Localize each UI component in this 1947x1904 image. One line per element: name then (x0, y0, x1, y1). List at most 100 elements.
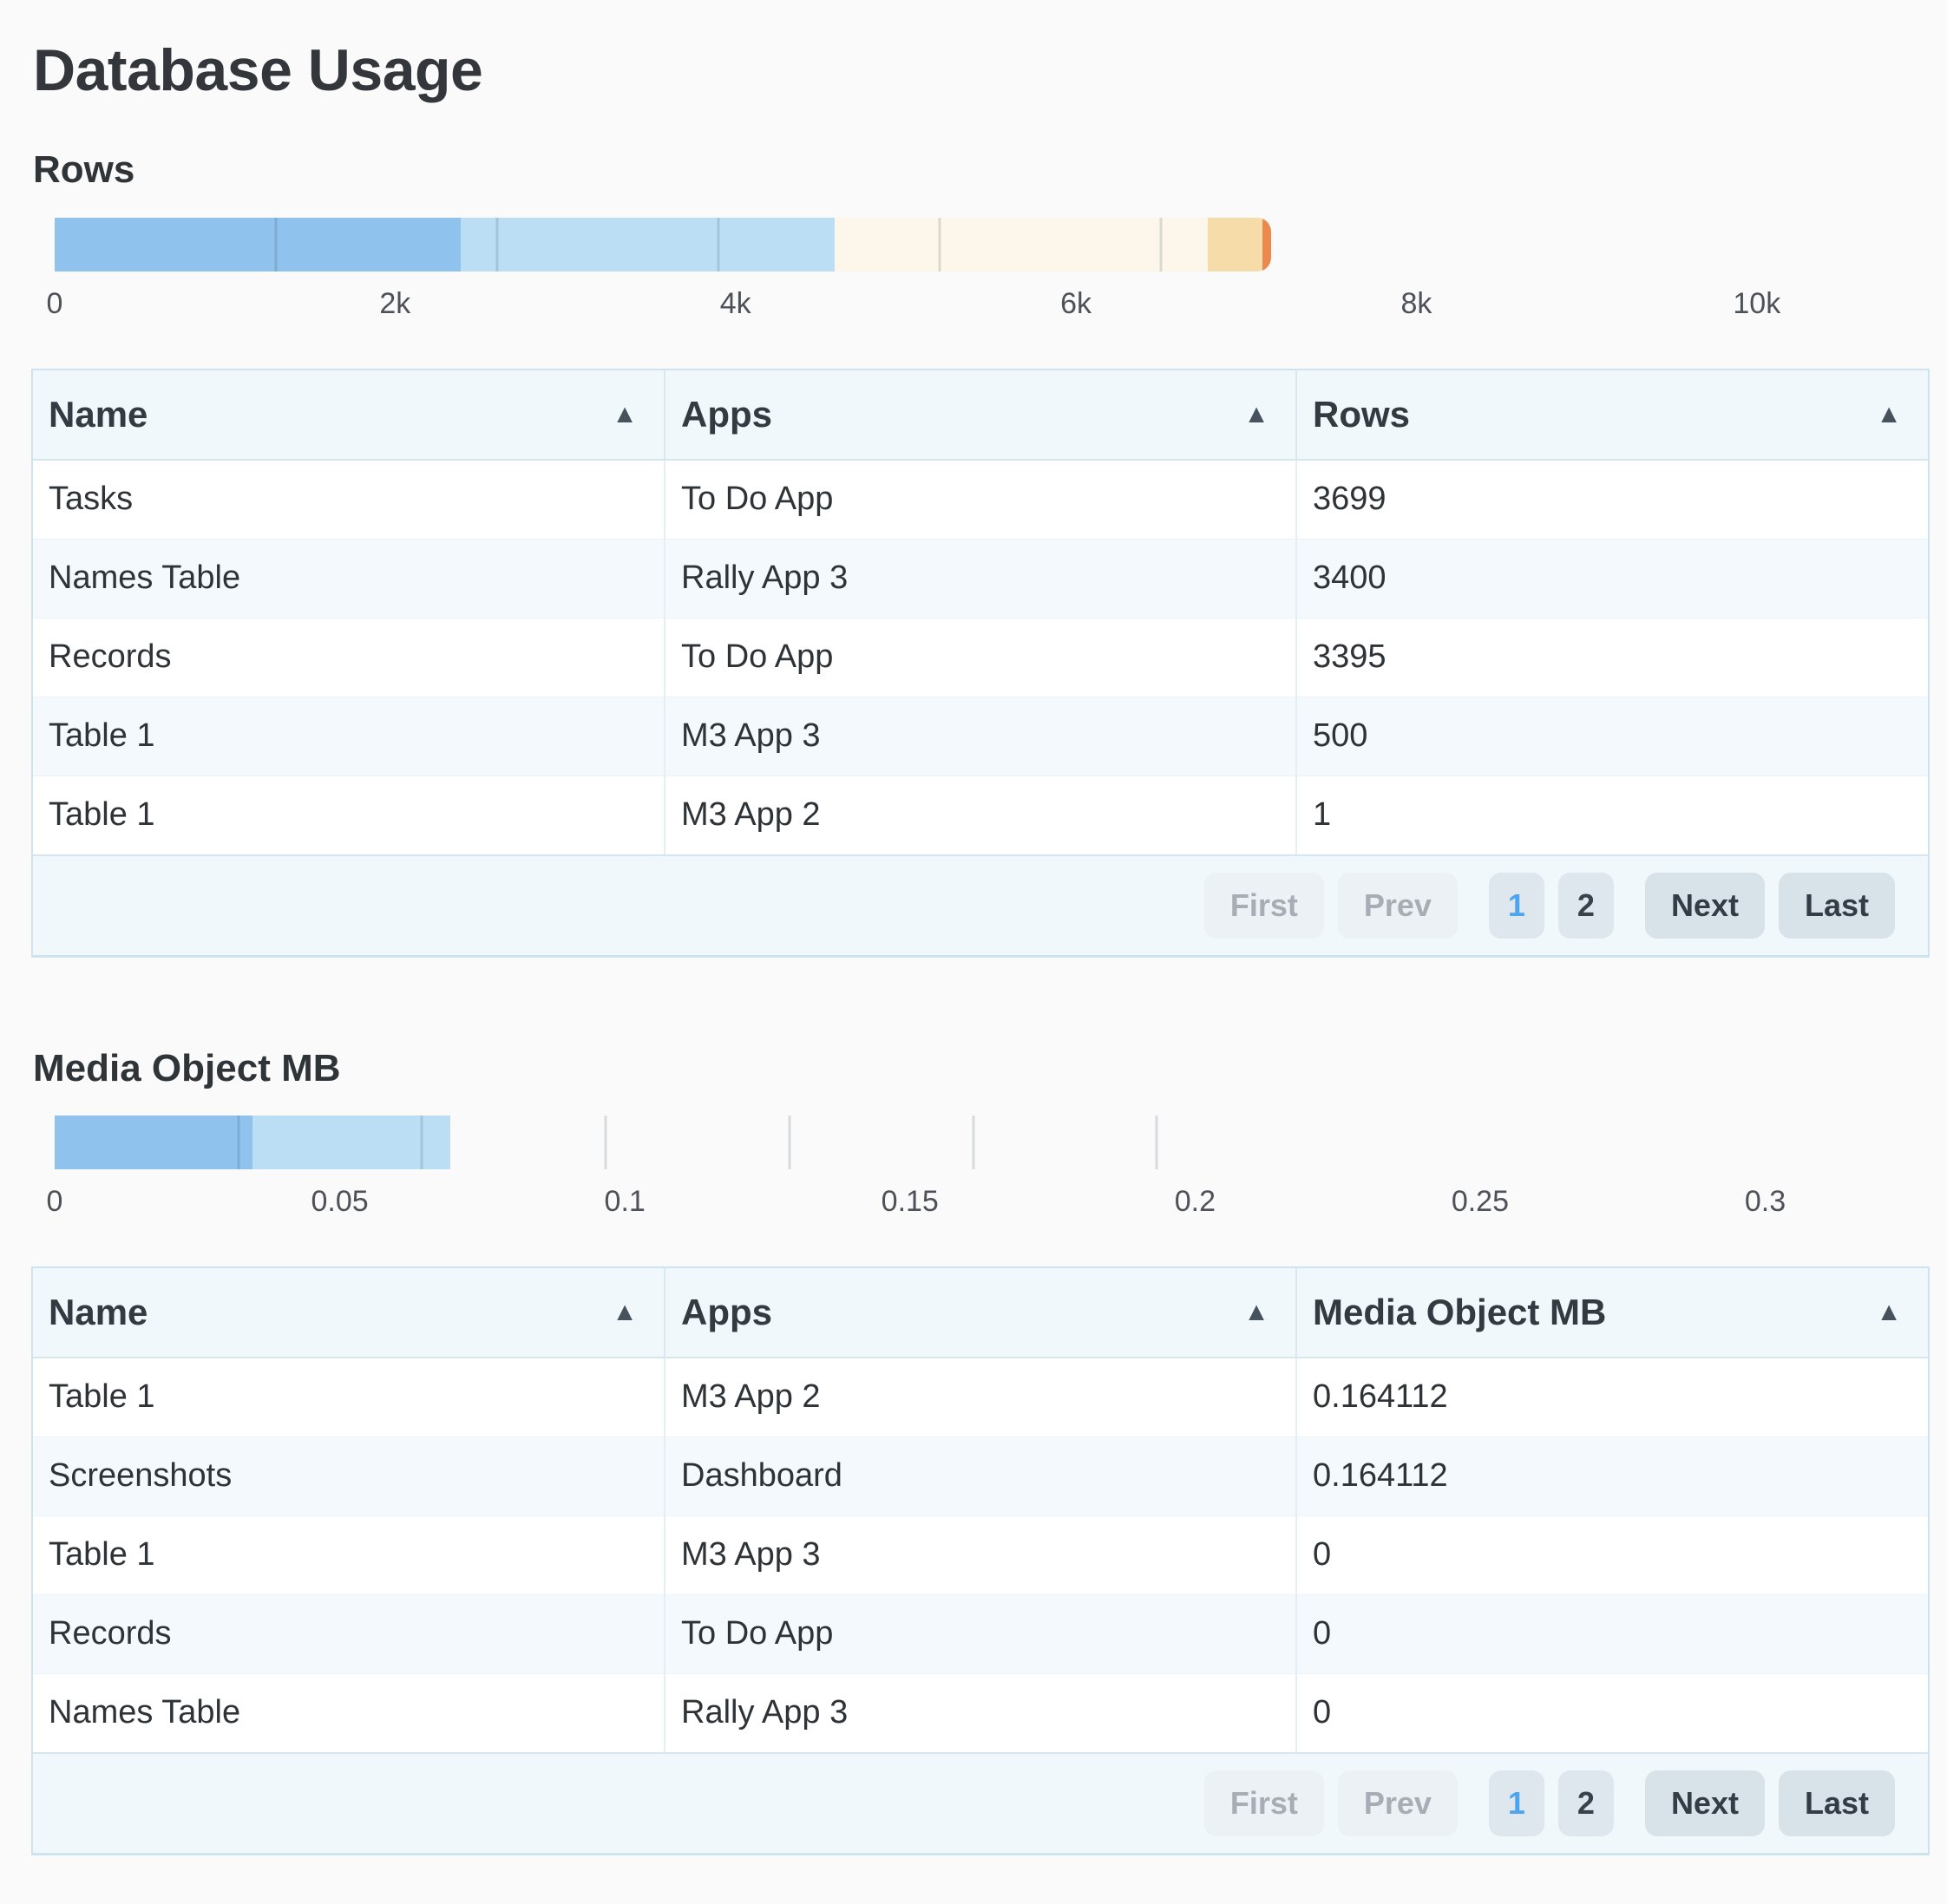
table-cell: Screenshots (33, 1436, 665, 1515)
sort-asc-icon: ▲ (1243, 1299, 1269, 1325)
bar-segment-names-table-rally-app-3 (461, 218, 834, 272)
table-row: TasksTo Do App3699 (33, 460, 1928, 540)
axis-gridline (237, 1116, 239, 1169)
table-cell: 0.164112 (1296, 1358, 1928, 1437)
pagination-first-button: First (1204, 873, 1324, 939)
column-header-apps[interactable]: Apps▲ (665, 370, 1296, 460)
media-table: Name▲Apps▲Media Object MB▲Table 1M3 App … (31, 1266, 1930, 1855)
table-cell: 1 (1296, 775, 1928, 854)
axis-gridline (972, 1116, 974, 1169)
axis-tick-label: 4k (720, 287, 751, 321)
rows-table-pagination: FirstPrev 12 NextLast (33, 854, 1928, 955)
table-cell: 3400 (1296, 539, 1928, 618)
media-stacked-bar-chart: 00.050.10.150.20.250.3 (55, 1116, 1926, 1230)
media-section-heading: Media Object MB (33, 1048, 1926, 1089)
table-cell: 3699 (1296, 460, 1928, 540)
table-cell: 3395 (1296, 618, 1928, 697)
column-header-media-object-mb[interactable]: Media Object MB▲ (1296, 1268, 1928, 1358)
table-row: Table 1M3 App 21 (33, 775, 1928, 854)
pagination-next-button[interactable]: Next (1645, 1770, 1765, 1836)
pagination-last-button[interactable]: Last (1779, 873, 1895, 939)
axis-tick-label: 0.1 (605, 1185, 646, 1219)
rows-data-table: Name▲Apps▲Rows▲TasksTo Do App3699Names T… (33, 370, 1928, 854)
table-cell: Table 1 (33, 775, 665, 854)
table-header-row: Name ▲ Apps ▲ Media Object MB▲ (33, 1268, 1928, 1358)
axis-tick-label: 8k (1400, 287, 1432, 321)
table-row: Table 1M3 App 20.164112 (33, 1358, 1928, 1437)
media-data-table: Name▲Apps▲Media Object MB▲Table 1M3 App … (33, 1268, 1928, 1752)
axis-tick-label: 10k (1733, 287, 1780, 321)
bar-segment-table-1-m3-app-2 (55, 1116, 252, 1169)
sort-asc-icon: ▲ (1876, 402, 1902, 428)
column-header-label: Apps (681, 1292, 772, 1333)
axis-tick-label: 0.3 (1745, 1185, 1786, 1219)
axis-gridline (496, 218, 499, 272)
table-cell: Rally App 3 (665, 539, 1296, 618)
pagination-prev-button: Prev (1338, 873, 1458, 939)
axis-tick-label: 0.2 (1175, 1185, 1216, 1219)
table-cell: 0 (1296, 1594, 1928, 1673)
axis-tick-label: 6k (1060, 287, 1092, 321)
table-cell: Names Table (33, 539, 665, 618)
pagination-1-button[interactable]: 1 (1489, 873, 1544, 939)
database-usage-page: Database Usage Rows 0 2k 4k 6k 8k 10k Name ▲ Ap… (0, 0, 1947, 1904)
media-bar (55, 1116, 1261, 1169)
column-header-label: Name (49, 1292, 148, 1333)
pagination-2-button[interactable]: 2 (1558, 873, 1614, 939)
axis-tick-label: 0 (47, 287, 63, 321)
column-header-apps[interactable]: Apps ▲ (665, 1268, 1296, 1358)
table-row: RecordsTo Do App3395 (33, 618, 1928, 697)
table-cell: Records (33, 1594, 665, 1673)
page-title: Database Usage (33, 36, 1926, 104)
axis-gridline (788, 1116, 790, 1169)
table-cell: M3 App 3 (665, 697, 1296, 775)
table-row: Names TableRally App 30 (33, 1673, 1928, 1752)
table-row: RecordsTo Do App0 (33, 1594, 1928, 1673)
axis-gridline (275, 218, 278, 272)
table-cell: Records (33, 618, 665, 697)
pagination-2-button[interactable]: 2 (1558, 1770, 1614, 1836)
column-header-label: Media Object MB (1313, 1292, 1606, 1333)
table-cell: Table 1 (33, 1358, 665, 1437)
column-header-name[interactable]: Name ▲ (33, 1268, 665, 1358)
media-table-pagination: FirstPrev12NextLast (33, 1752, 1928, 1853)
bar-segment-tasks-to-do-app (55, 218, 461, 272)
table-cell: 0 (1296, 1515, 1928, 1594)
table-cell: Table 1 (33, 697, 665, 775)
table-row: Table 1M3 App 30 (33, 1515, 1928, 1594)
axis-gridline (1160, 218, 1163, 272)
rows-bar (55, 218, 1271, 272)
axis-gridline (1156, 1116, 1158, 1169)
pagination-prev-button: Prev (1338, 1770, 1458, 1836)
table-cell: Tasks (33, 460, 665, 540)
table-cell: To Do App (665, 618, 1296, 697)
axis-tick-label: 2k (379, 287, 410, 321)
sort-asc-icon: ▲ (612, 1299, 638, 1325)
rows-section-heading: Rows (33, 149, 1926, 191)
table-cell: To Do App (665, 1594, 1296, 1673)
table-cell: To Do App (665, 460, 1296, 540)
pagination-last-button[interactable]: Last (1779, 1770, 1895, 1836)
bar-segment-table-1-m3-app-2 (1262, 218, 1271, 272)
axis-tick-label: 0 (47, 1185, 63, 1219)
table-cell: Table 1 (33, 1515, 665, 1594)
table-cell: M3 App 3 (665, 1515, 1296, 1594)
axis-gridline (718, 218, 720, 272)
table-cell: Rally App 3 (665, 1673, 1296, 1752)
column-header-label: Apps (681, 394, 772, 435)
axis-tick-label: 0.15 (882, 1185, 939, 1219)
rows-section: Rows 0 2k 4k 6k 8k 10k Name▲Apps▲ Rows ▲ TasksTo… (31, 149, 1926, 957)
rows-table: Name▲Apps▲Rows▲TasksTo Do App3699Names T… (31, 369, 1930, 958)
table-cell: 0.164112 (1296, 1436, 1928, 1515)
table-cell: Names Table (33, 1673, 665, 1752)
table-row: Names TableRally App 33400 (33, 539, 1928, 618)
pagination-1-button[interactable]: 1 (1489, 1770, 1544, 1836)
column-header-name[interactable]: Name▲ (33, 370, 665, 460)
column-header-rows[interactable]: Rows ▲ (1296, 370, 1928, 460)
axis-tick-label: 0.05 (311, 1185, 368, 1219)
pagination-next-button[interactable]: Next (1645, 873, 1765, 939)
rows-stacked-bar-chart: 02k4k6k8k10k (55, 218, 1926, 332)
bar-segment-table-1-m3-app-3 (1208, 218, 1262, 272)
column-header-label: Rows (1313, 394, 1410, 435)
table-cell: 500 (1296, 697, 1928, 775)
